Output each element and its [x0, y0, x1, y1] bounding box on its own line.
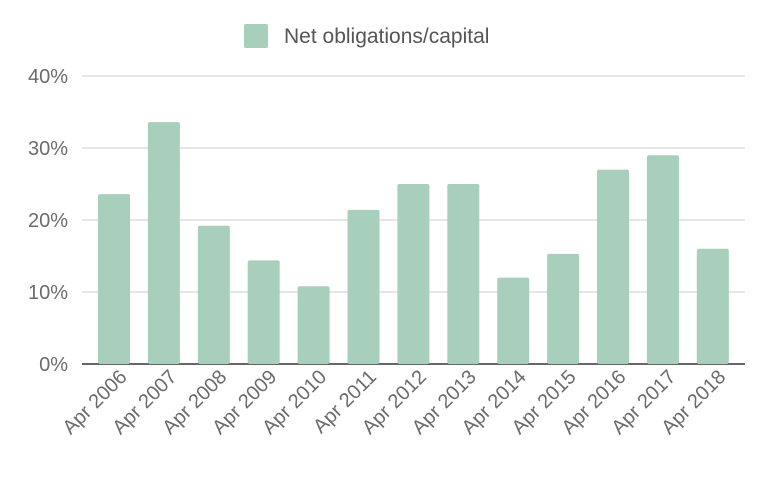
- y-tick-label: 20%: [28, 210, 68, 232]
- legend-swatch: [244, 24, 268, 48]
- y-tick-labels: 0% 10% 20% 30% 40%: [28, 66, 68, 376]
- y-tick-label: 10%: [28, 282, 68, 304]
- y-tick-label: 0%: [39, 354, 68, 376]
- bar-apr-2014: [497, 277, 530, 364]
- bar-apr-2016: [597, 169, 629, 364]
- bar-apr-2013: [447, 184, 480, 364]
- legend-label: Net obligations/capital: [284, 25, 489, 48]
- bar-apr-2006: [98, 194, 130, 364]
- bar-apr-2017: [646, 155, 679, 364]
- y-tick-label: 30%: [28, 138, 68, 160]
- bar-apr-2018: [696, 248, 729, 364]
- bars: [98, 122, 729, 364]
- bar-apr-2010: [297, 286, 330, 364]
- y-tick-label: 40%: [28, 66, 68, 88]
- legend: Net obligations/capital: [244, 24, 489, 48]
- bar-apr-2011: [347, 209, 380, 364]
- bar-apr-2009: [247, 260, 280, 364]
- bar-apr-2007: [147, 122, 180, 364]
- bar-apr-2012: [397, 184, 430, 364]
- bar-apr-2015: [547, 253, 580, 364]
- bar-apr-2008: [197, 225, 230, 364]
